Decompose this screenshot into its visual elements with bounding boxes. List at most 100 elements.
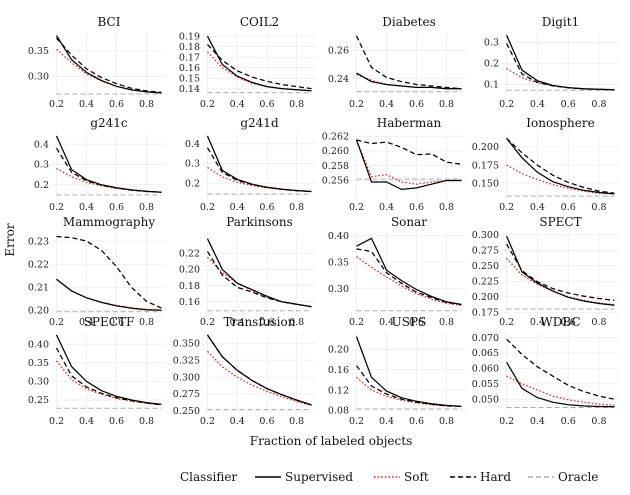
y-tick-label: 0.30	[328, 284, 349, 295]
x-tick-label: 0.4	[379, 317, 394, 328]
x-tick-label: 0.8	[439, 317, 454, 328]
y-tick-label: 0.25	[28, 395, 49, 406]
x-tick-label: 0.4	[79, 317, 94, 328]
x-tick-label: 0.4	[530, 202, 545, 213]
y-tick-label: 0.225	[472, 276, 499, 287]
series-line-supervised	[506, 137, 615, 195]
series-line-supervised	[506, 235, 615, 306]
x-tick-label: 0.8	[289, 99, 304, 110]
panel-title: g241c	[90, 116, 128, 130]
panel-diabetes: Diabetes 0.2 0.4 0.6 0.8 0.24 0.26	[328, 15, 466, 110]
y-tick-label: 0.20	[179, 265, 200, 276]
x-tick-label: 0.4	[530, 317, 545, 328]
panel-title: Sonar	[391, 215, 427, 229]
series-line-soft	[506, 375, 615, 406]
x-tick-label: 0.6	[561, 202, 576, 213]
x-tick-label: 0.2	[200, 99, 215, 110]
panel-coil2: COIL2 0.2 0.4 0.6 0.8 0.140.150.160.170.180.1…	[179, 15, 316, 110]
x-tick-label: 0.8	[289, 202, 304, 213]
series-line-soft	[56, 278, 162, 311]
y-tick-label: 0.20	[328, 345, 349, 356]
y-tick-label: 0.17	[179, 52, 200, 63]
y-tick-label: 0.26	[328, 45, 349, 56]
x-tick-label: 0.6	[409, 416, 424, 427]
x-tick-label: 0.2	[49, 317, 64, 328]
x-tick-label: 0.4	[230, 317, 245, 328]
x-axis-label: Fraction of labeled objects	[250, 434, 413, 448]
x-tick-label: 0.8	[439, 99, 454, 110]
x-tick-label: 0.8	[439, 416, 454, 427]
panel-sonar: Sonar 0.2 0.4 0.6 0.8 0.30 0.35 0.40	[328, 215, 466, 328]
y-tick-label: 0.050	[472, 394, 499, 405]
series-line-supervised	[356, 237, 462, 306]
y-tick-label: 0.300	[173, 372, 200, 383]
y-tick-label: 0.35	[28, 46, 49, 57]
x-tick-label: 0.6	[109, 202, 124, 213]
y-tick-label: 0.258	[322, 161, 349, 172]
x-tick-label: 0.8	[591, 202, 606, 213]
y-tick-label: 0.055	[472, 379, 499, 390]
y-tick-label: 0.3	[34, 160, 49, 171]
y-tick-label: 0.30	[28, 72, 49, 83]
x-tick-label: 0.4	[530, 416, 545, 427]
x-tick-label: 0.8	[591, 317, 606, 328]
panels: BCI 0.2 0.4 0.6 0.8 0.30 0.35 COIL2 0.2 0.4 0.6 0.8…	[28, 15, 619, 427]
y-tick-label: 0.15	[179, 73, 200, 84]
y-tick-label: 0.275	[173, 389, 200, 400]
x-tick-label: 0.8	[139, 99, 154, 110]
y-tick-label: 0.175	[472, 160, 499, 171]
panel-wdbc: WDBC 0.2 0.4 0.6 0.8 0.050 0.055 0.060 0.065 0.07…	[472, 315, 619, 427]
y-tick-label: 0.2	[484, 59, 499, 70]
y-tick-label: 0.325	[173, 355, 200, 366]
y-tick-label: 0.260	[322, 146, 349, 157]
x-tick-label: 0.2	[349, 416, 364, 427]
y-tick-label: 0.14	[179, 84, 200, 95]
series-line-hard	[206, 334, 312, 406]
y-tick-label: 0.250	[472, 261, 499, 272]
y-tick-label: 0.200	[472, 292, 499, 303]
series-line-supervised	[355, 336, 462, 408]
x-tick-label: 0.2	[200, 416, 215, 427]
y-tick-label: 0.350	[173, 338, 200, 349]
x-tick-label: 0.4	[79, 99, 94, 110]
x-tick-label: 0.4	[230, 416, 245, 427]
series-line-hard	[207, 44, 312, 90]
legend-label-supervised: Supervised	[285, 470, 353, 484]
x-tick-label: 0.6	[109, 317, 124, 328]
series-line-supervised	[55, 135, 162, 193]
y-tick-label: 0.4	[185, 139, 200, 150]
legend-label-oracle: Oracle	[558, 470, 598, 484]
series-line-supervised	[206, 238, 312, 308]
panel-title: BCI	[98, 15, 121, 29]
series-line-supervised	[56, 278, 162, 311]
series-line-supervised	[206, 35, 312, 92]
y-tick-label: 0.262	[322, 131, 349, 142]
x-tick-label: 0.8	[591, 99, 606, 110]
x-tick-label: 0.2	[49, 202, 64, 213]
panel-bci: BCI 0.2 0.4 0.6 0.8 0.30 0.35	[28, 15, 166, 110]
series-line-soft	[506, 164, 615, 195]
panel-title: COIL2	[240, 15, 279, 29]
y-tick-label: 0.150	[472, 178, 499, 189]
y-tick-label: 0.2	[185, 178, 200, 189]
x-tick-label: 0.6	[409, 317, 424, 328]
series-line-soft	[207, 350, 312, 407]
panel-g241c: g241c 0.2 0.4 0.6 0.8 0.2 0.3 0.4	[34, 116, 166, 213]
y-tick-label: 0.300	[472, 230, 499, 241]
panel-ionosphere: Ionosphere 0.2 0.4 0.6 0.8 0.150 0.175 0.200	[472, 116, 619, 213]
series-line-supervised	[206, 334, 312, 406]
x-tick-label: 0.6	[409, 202, 424, 213]
panel-title: USPS	[392, 315, 427, 329]
x-tick-label: 0.6	[259, 202, 274, 213]
y-tick-label: 0.175	[472, 307, 499, 318]
y-tick-label: 0.35	[28, 358, 49, 369]
series-line-supervised	[55, 334, 162, 406]
y-tick-label: 0.250	[173, 406, 200, 417]
series-line-soft	[56, 360, 162, 406]
series-line-supervised	[506, 361, 615, 408]
y-tick-label: 0.060	[472, 364, 499, 375]
series-line-hard	[356, 139, 462, 165]
x-tick-label: 0.8	[439, 202, 454, 213]
